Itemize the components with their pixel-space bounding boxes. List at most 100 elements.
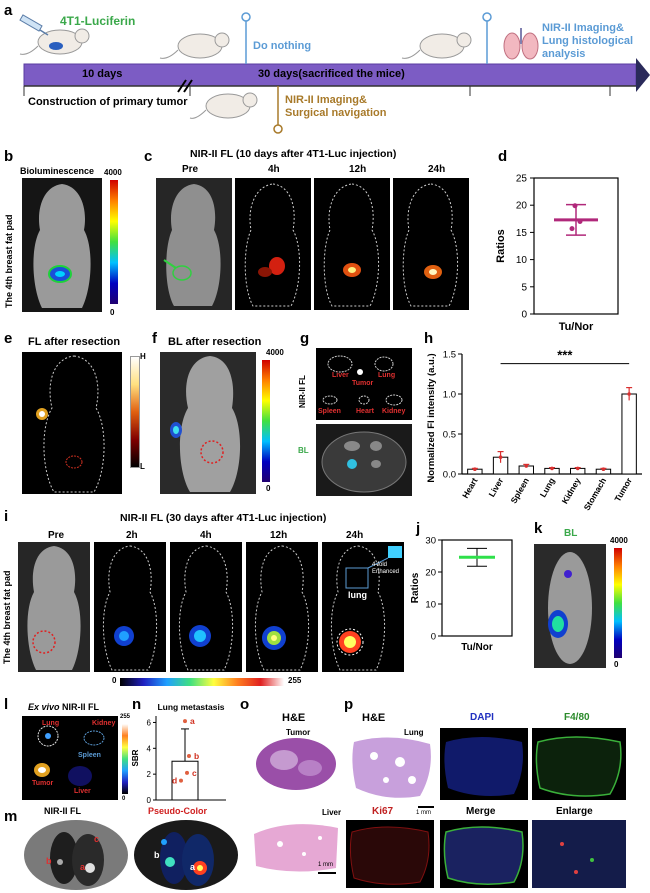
panel-l-label-lung: Lung (42, 720, 60, 727)
chart-j: 0 10 20 30 Ratios Tu/Nor (410, 536, 513, 653)
mouse-icon (189, 92, 258, 119)
chart-d-point (572, 203, 578, 209)
chart-h-xtick-label: Heart (460, 476, 480, 500)
chart-d-ytick-label: 15 (516, 228, 528, 239)
chart-n-ylabel: SBR (131, 749, 140, 766)
chart-h-xtick-label: Tumor (612, 475, 634, 503)
panel-k-title: BL (564, 528, 578, 539)
panel-i-side-label: The 4th breast fat pad (2, 570, 12, 664)
chart-d-xlabel: Tu/Nor (559, 321, 594, 333)
panel-g-label-tumor: Tumor (352, 380, 374, 387)
chart-d-frame (533, 177, 619, 315)
panel-c-time-24h: 24h (428, 164, 446, 175)
lungs-icon (503, 28, 539, 60)
chart-d-ytick-label: 20 (516, 201, 528, 212)
panel-p-ki67-title: Ki67 (372, 806, 394, 817)
panel-g-label-heart: Heart (356, 408, 374, 415)
chart-n-ytick-label: 4 (147, 744, 152, 753)
chart-h-point (498, 455, 503, 459)
panel-o-scale-label: 1 mm (318, 862, 333, 868)
chart-d-point (569, 226, 575, 232)
panel-e-colorbar (130, 356, 140, 468)
panel-g-side-2: BL (298, 446, 309, 455)
panel-i-enhanced-label: 4-fold Enhanced (372, 562, 400, 575)
panel-p-he-image (350, 732, 436, 802)
panel-i-colorbar (120, 678, 284, 686)
chart-h-ytick-label: 0.0 (443, 470, 456, 481)
chart-h-ytick-label: 1.0 (443, 390, 456, 401)
panel-m-left-spot-a: a (80, 862, 86, 872)
panel-i-time-2h: 2h (126, 530, 138, 541)
panel-l-label-tumor: Tumor (32, 780, 54, 787)
panel-f-cb-max: 4000 (266, 348, 284, 357)
panel-g-label-kidney: Kidney (382, 408, 406, 415)
panel-b-colorbar (110, 180, 118, 304)
panel-f-image (160, 352, 256, 494)
chart-h-point (627, 392, 631, 396)
chart-h-ytick-label: 0.5 (443, 430, 456, 441)
panel-g-label-liver: Liver (332, 372, 349, 379)
panel-m-left-spot-b: b (46, 856, 52, 866)
chart-d-ylabel: Ratios (495, 229, 507, 263)
mouse-icon (19, 28, 90, 55)
panel-o-tumor-image (254, 734, 338, 794)
chart-h-bar (621, 393, 637, 475)
panel-b-side-label: The 4th breast fat pad (4, 214, 14, 308)
timeline-luciferin: 4T1-Luciferin (60, 14, 136, 28)
panel-p-dapi-title: DAPI (470, 712, 494, 723)
panel-o-tumor-label: Tumor (286, 728, 311, 737)
chart-n-point-label: c (192, 768, 197, 778)
panel-m-right-spot-b: b (154, 850, 160, 860)
chart-h-point (601, 467, 606, 471)
chart-n-point (185, 770, 189, 775)
panel-l-title: Ex vivo NIR-II FL (28, 702, 100, 712)
panel-c-image-12h (314, 178, 390, 310)
chart-d-ytick-label: 0 (521, 310, 527, 321)
panel-o-scalebar (318, 872, 336, 874)
panel-c-time-12h: 12h (349, 164, 367, 175)
panel-l-colorbar (122, 724, 128, 794)
panel-p-lung-label: Lung (404, 728, 424, 737)
chart-d-ytick-label: 10 (516, 255, 528, 266)
panel-e-image (22, 352, 122, 494)
chart-j-ylabel: Ratios (410, 572, 421, 603)
panel-b-title: Bioluminescence (20, 166, 95, 176)
panel-l-label: l (4, 696, 9, 713)
panel-i-label: i (4, 508, 9, 525)
chart-n-point (179, 778, 183, 783)
chart-h-xtick-label: Stomach (582, 476, 609, 512)
chart-j-xlabel: Tu/Nor (461, 642, 493, 653)
panel-i-image-24h: lung 4-fold Enhanced (322, 542, 404, 672)
panel-p-f480-image (532, 728, 626, 800)
timeline-30-days: 30 days(sacrificed the mice) (258, 68, 405, 80)
panel-d-label: d (498, 148, 508, 165)
panel-l-image: Lung Kidney Spleen Tumor Liver (22, 716, 118, 800)
panel-c-time-pre: Pre (182, 164, 199, 175)
panel-e-label: e (4, 330, 13, 347)
chart-h-xtick-label: Kidney (560, 476, 583, 506)
panel-k-image (534, 544, 606, 668)
panel-p-ki67-image (346, 820, 434, 888)
chart-h-point (524, 464, 529, 468)
panel-o-liver-image (250, 814, 342, 876)
panel-m-left-title: NIR-II FL (44, 806, 81, 816)
panel-c-image-pre (156, 178, 232, 310)
panel-l-label-liver: Liver (74, 788, 91, 795)
panel-c-image-24h (393, 178, 469, 310)
panel-e-cb-lo: L (140, 462, 145, 471)
chart-n: Lung metastasis 0 2 4 6 SBR a bc d (131, 702, 226, 805)
panel-j-label: j (416, 520, 421, 537)
panel-e-cb-hi: H (140, 352, 146, 361)
panel-m-right-image: b a (134, 820, 238, 890)
chart-h-ylabel: Normalized Fl intensity (a.u.) (426, 353, 437, 482)
chart-n-ytick-label: 0 (147, 796, 152, 805)
panel-g-label-spleen: Spleen (318, 408, 341, 415)
chart-n-point-label: a (190, 716, 195, 726)
chart-j-ytick-label: 30 (425, 536, 436, 547)
chart-n-point (183, 719, 187, 724)
panel-l-cb-max: 255 (120, 714, 131, 720)
panel-g-bl-image (316, 424, 412, 496)
chart-h-xtick-label: Spleen (508, 476, 531, 505)
chart-h-xtick-label: Liver (486, 475, 505, 498)
panel-p-he-title: H&E (362, 712, 386, 724)
